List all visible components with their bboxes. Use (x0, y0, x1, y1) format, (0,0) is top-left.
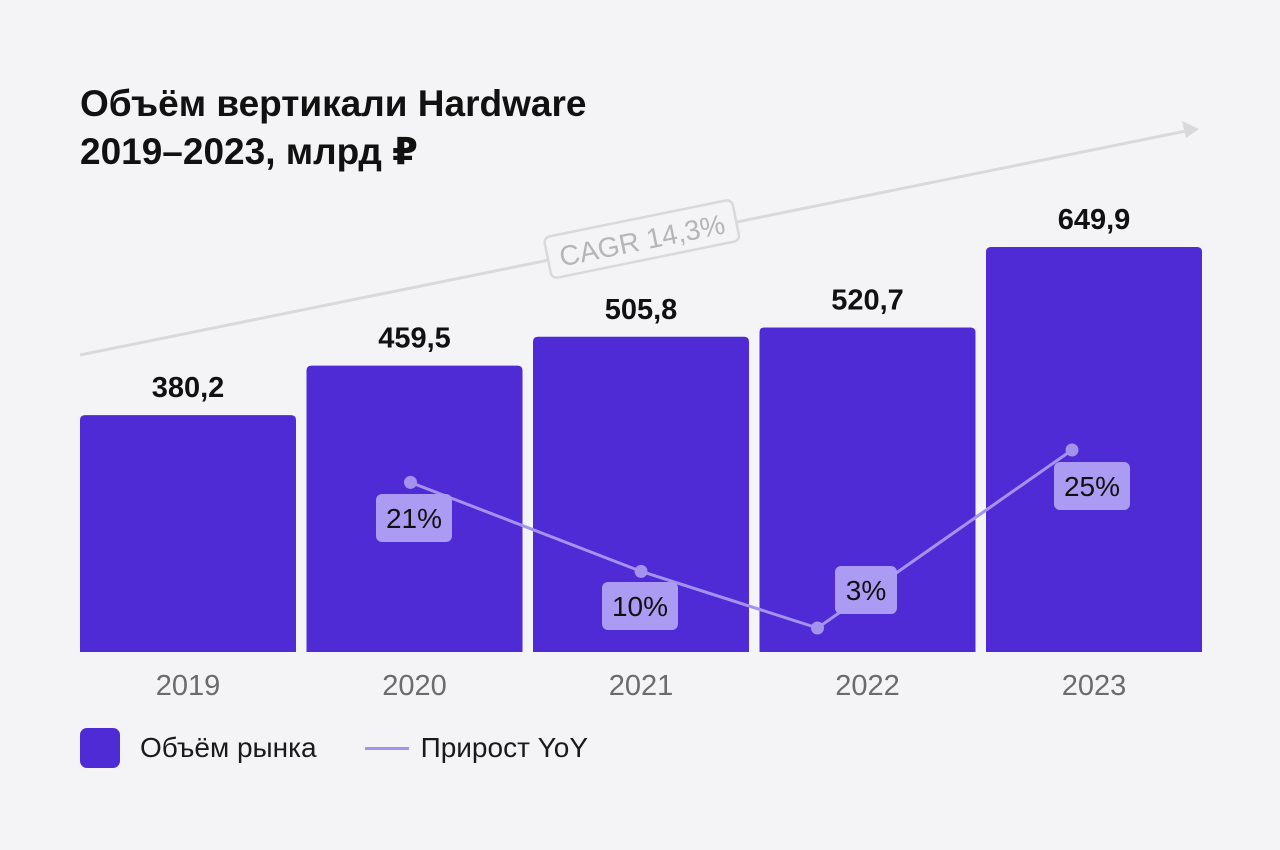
yoy-label-2023: 25% (1064, 471, 1120, 502)
x-tick-label-2022: 2022 (835, 670, 900, 702)
yoy-point-2023 (1065, 443, 1079, 457)
legend-bar-swatch (80, 728, 120, 768)
yoy-badge-2023 (1054, 462, 1130, 510)
yoy-label-2022: 3% (846, 575, 886, 606)
legend-item-growth: Прирост YoY (317, 732, 588, 764)
bar-2023 (986, 247, 1202, 652)
cagr-label-group: CAGR 14,3% (543, 199, 741, 279)
bar-value-label-2023: 649,9 (1058, 204, 1131, 236)
x-tick-label-2019: 2019 (156, 670, 221, 702)
cagr-arrow-head (1182, 121, 1199, 138)
yoy-label-2020: 21% (386, 503, 442, 534)
x-tick-label-2020: 2020 (382, 670, 447, 702)
x-tick-label-2021: 2021 (609, 670, 674, 702)
yoy-label-2021: 10% (612, 591, 668, 622)
yoy-badge-2021 (602, 582, 678, 630)
bar-2019 (80, 415, 296, 652)
yoy-point-2020 (404, 475, 417, 489)
bar-value-label-2022: 520,7 (831, 285, 904, 317)
bar-2021 (533, 336, 749, 652)
cagr-label-box (543, 199, 741, 279)
yoy-point-2022 (811, 621, 824, 635)
chart-title-line1: Объём вертикали Hardware (80, 83, 587, 124)
yoy-point-2021 (634, 564, 648, 578)
legend: Объём рынка Прирост YoY (80, 728, 588, 768)
yoy-badge-2022 (835, 566, 897, 614)
bar-value-label-2021: 505,8 (605, 294, 678, 326)
yoy-line (409, 448, 1073, 630)
x-tick-label-2023: 2023 (1062, 670, 1127, 702)
chart-title: Объём вертикали Hardware 2019–2023, млрд… (80, 80, 586, 176)
legend-line-label: Прирост YoY (420, 732, 589, 763)
bar-value-label-2019: 380,2 (152, 372, 225, 404)
legend-bar-label: Объём рынка (140, 732, 317, 763)
chart-title-line2: 2019–2023, млрд ₽ (80, 131, 418, 172)
legend-line-swatch (364, 746, 409, 750)
bar-2022 (759, 327, 976, 652)
legend-item-market: Объём рынка (80, 728, 317, 768)
yoy-badge-2020 (376, 494, 452, 542)
bar-value-label-2020: 459,5 (378, 323, 451, 355)
